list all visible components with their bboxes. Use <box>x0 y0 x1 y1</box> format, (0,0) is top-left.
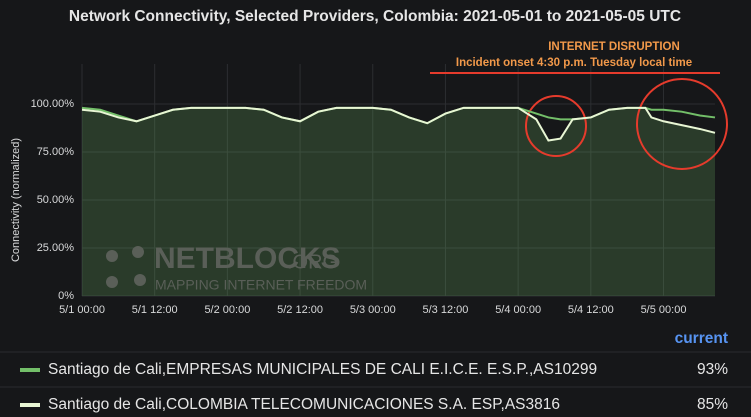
y-tick-label: 75.00% <box>37 146 75 158</box>
y-tick-label: 0% <box>58 290 74 302</box>
x-tick-label: 5/2 00:00 <box>204 304 250 316</box>
y-axis-label: Connectivity (normalized) <box>10 138 22 262</box>
x-tick-label: 5/5 00:00 <box>641 304 687 316</box>
annotation-circle <box>525 95 587 157</box>
legend-label: Santiago de Cali,EMPRESAS MUNICIPALES DE… <box>48 361 597 378</box>
x-tick-label: 5/1 00:00 <box>59 304 105 316</box>
watermark-icon <box>132 246 144 258</box>
watermark-text: .ORG <box>287 251 338 273</box>
watermark-text: NETBLOCKS <box>154 242 341 275</box>
x-tick-label: 5/2 12:00 <box>277 304 323 316</box>
watermark-icon <box>106 276 118 288</box>
area <box>82 107 715 296</box>
watermark-icon <box>134 274 146 286</box>
x-tick-label: 5/1 12:00 <box>132 304 178 316</box>
x-tick-label: 5/3 00:00 <box>350 304 396 316</box>
y-tick-label: 100.00% <box>31 98 75 110</box>
watermark-text: MAPPING INTERNET FREEDOM <box>155 277 367 293</box>
annotation-text: Incident onset 4:30 p.m. Tuesday local t… <box>456 57 692 69</box>
legend-label: Santiago de Cali,COLOMBIA TELECOMUNICACI… <box>48 396 560 413</box>
line <box>81 106 716 142</box>
watermark-icon <box>106 250 118 262</box>
x-tick-label: 5/4 00:00 <box>495 304 541 316</box>
legend-value: 93% <box>697 361 728 378</box>
legend-value: 85% <box>697 396 728 413</box>
annotation-circle <box>636 78 728 170</box>
y-tick-label: 50.00% <box>37 194 75 206</box>
x-tick-label: 5/3 12:00 <box>423 304 469 316</box>
annotation-title: INTERNET DISRUPTION <box>548 41 680 53</box>
chart-title: Network Connectivity, Selected Providers… <box>69 8 681 25</box>
y-tick-label: 25.00% <box>37 242 75 254</box>
watermark: NETBLOCKS .ORG MAPPING INTERNET FREEDOM <box>106 242 367 293</box>
x-tick-label: 5/4 12:00 <box>568 304 614 316</box>
legend-header: current <box>675 330 728 347</box>
